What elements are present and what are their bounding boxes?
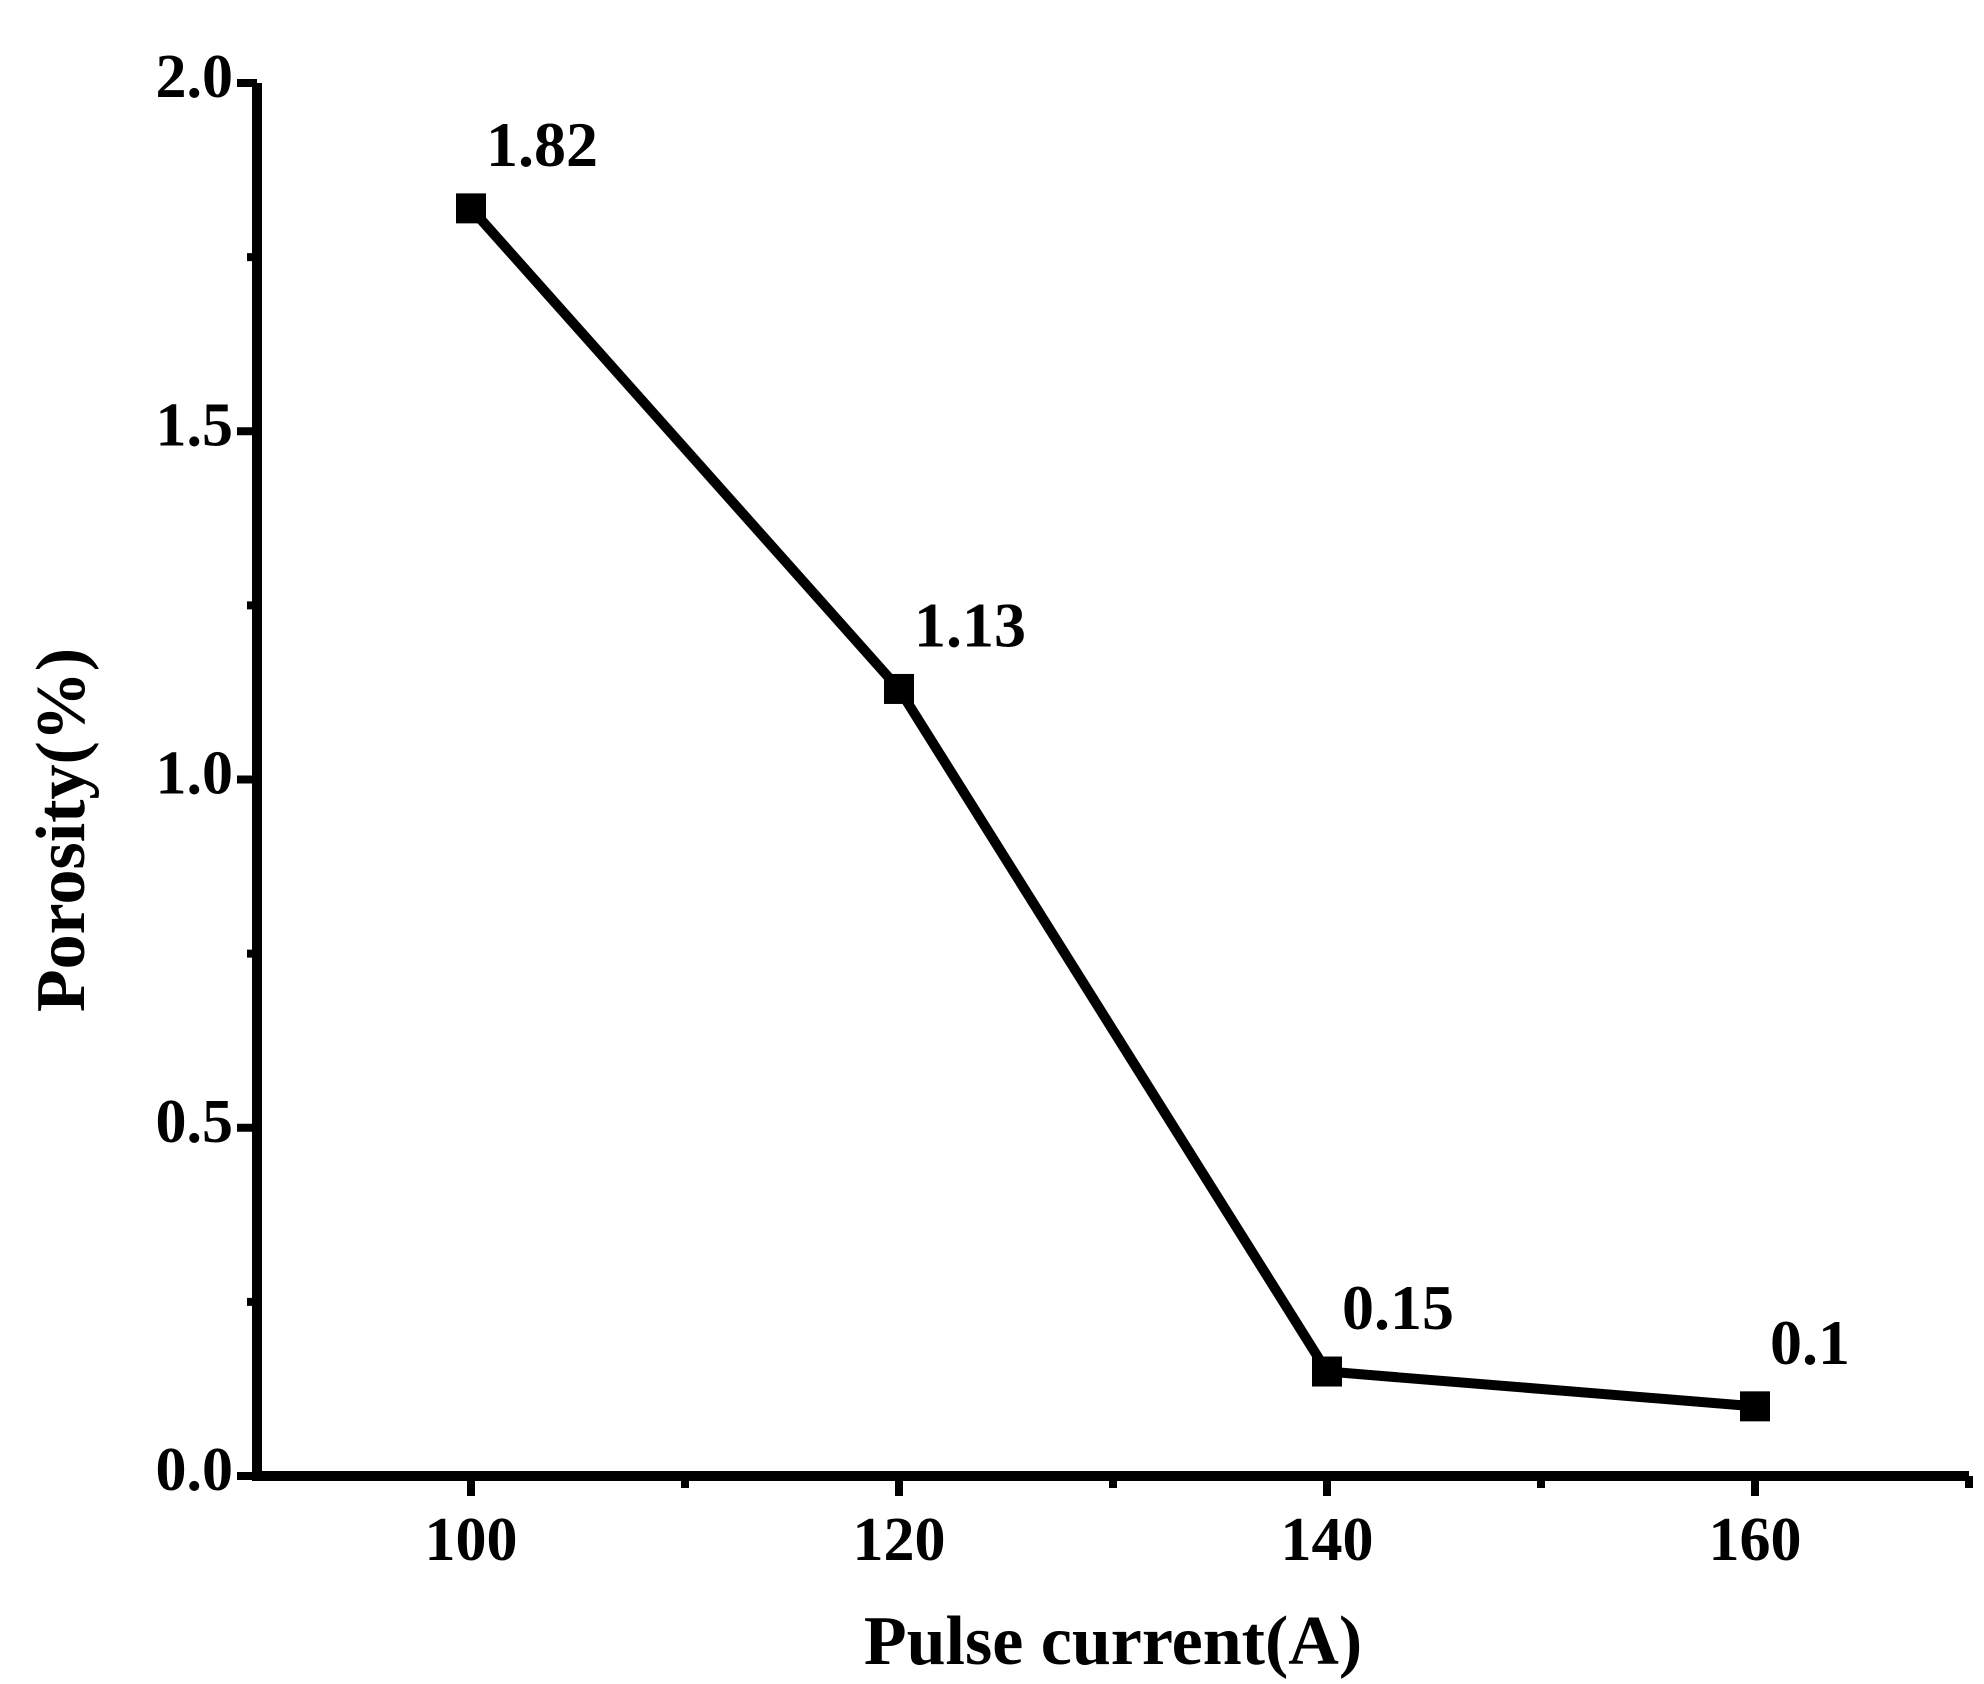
- y-tick-label: 0.0: [156, 1436, 234, 1504]
- x-tick-label: 120: [853, 1506, 946, 1574]
- x-axis-title: Pulse current(A): [864, 1603, 1362, 1680]
- marker: [1312, 1356, 1342, 1387]
- x-tick-label: 160: [1709, 1506, 1802, 1574]
- y-axis-title: Porosity(%): [23, 648, 100, 1012]
- data-label: 0.15: [1342, 1272, 1454, 1343]
- series-line: [467, 205, 1756, 1412]
- marker: [456, 193, 486, 224]
- y-tick-label: 0.5: [156, 1088, 234, 1156]
- x-tick-label: 100: [425, 1506, 518, 1574]
- data-label: 0.1: [1770, 1307, 1850, 1378]
- data-label: 1.13: [914, 590, 1026, 661]
- marker: [884, 673, 914, 704]
- y-tick-label: 2.0: [156, 43, 234, 111]
- data-label: 1.82: [486, 109, 598, 180]
- marker: [1740, 1391, 1770, 1422]
- x-tick-label: 140: [1281, 1506, 1374, 1574]
- y-tick-label: 1.5: [156, 391, 234, 459]
- y-tick-label: 1.0: [156, 740, 234, 808]
